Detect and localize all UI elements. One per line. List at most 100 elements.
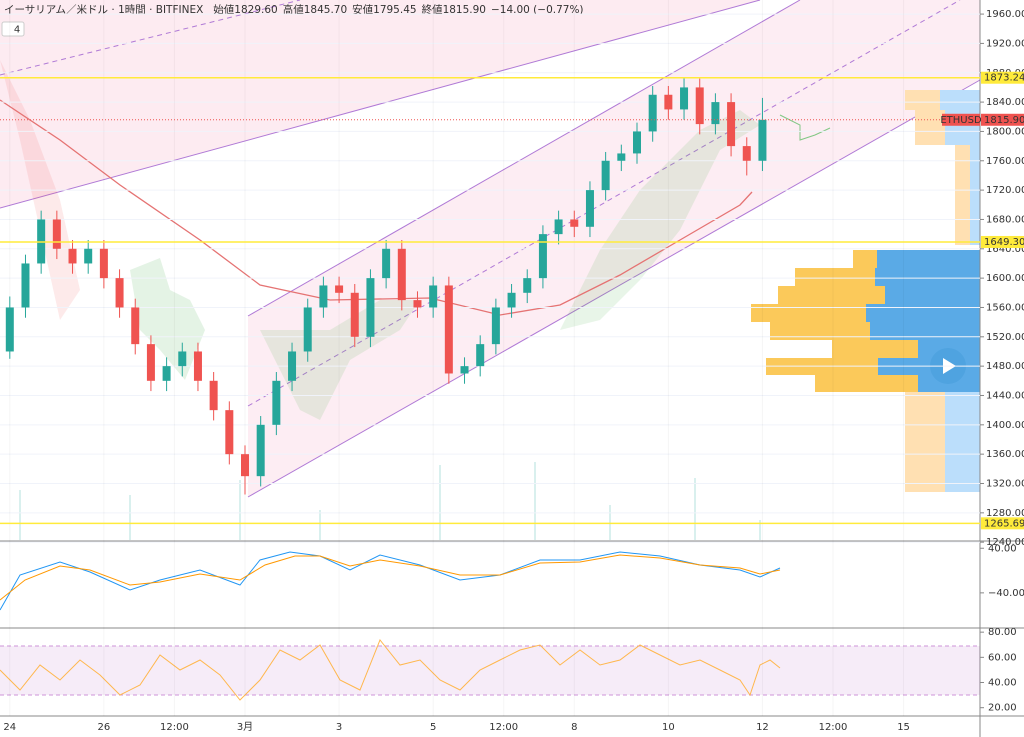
ohlc-name: 高値 [283, 3, 304, 16]
x-tick-label: 26 [98, 722, 111, 733]
ohlc-name: 安値 [352, 3, 373, 16]
y-tick-label: 1520.00 [986, 332, 1024, 343]
y-tick-label: −40.00 [988, 588, 1024, 599]
y-tick-label: 20.00 [988, 703, 1017, 714]
signal-line [0, 554, 781, 601]
cloud [260, 300, 420, 420]
candle-body [444, 285, 453, 374]
candle-body [99, 248, 108, 279]
y-tick-label: 1600.00 [986, 273, 1024, 284]
candle-body [413, 300, 422, 308]
candle-body [241, 454, 249, 477]
y-tick-label: 1920.00 [986, 38, 1024, 49]
symbol-title: イーサリアム／米ドル · 1時間 · BITFINEX [4, 3, 203, 16]
y-tick-label: 80.00 [988, 627, 1017, 638]
candle-body [303, 307, 312, 352]
candle-body [209, 380, 218, 411]
x-tick-label: 15 [897, 722, 910, 733]
ohlc: 始値 1829.60 高値 1845.70 安値 1795.45 終値 1815.90 −14.… [213, 3, 583, 16]
x-tick-label: 5 [430, 722, 436, 733]
candle-body [711, 102, 720, 125]
level-tag [981, 71, 1024, 84]
ohlc-value: 1829.60 [234, 4, 277, 16]
candle-body [585, 190, 594, 227]
candle-body [460, 366, 469, 374]
volume [19, 462, 761, 540]
candle-body [758, 119, 767, 161]
indicator-count: 4 [14, 25, 20, 36]
y-tick-label: 1760.00 [986, 156, 1024, 167]
x-tick-label: 8 [571, 722, 577, 733]
y-tick-label: 1560.00 [986, 302, 1024, 313]
candle-body [162, 366, 171, 381]
y-tick-label: 1840.00 [986, 97, 1024, 108]
x-tick-label: 3 [336, 722, 342, 733]
ohlc-value: 1815.90 [443, 4, 486, 16]
rsi-band [0, 646, 980, 695]
symbol-label: ETHUSD [940, 115, 982, 126]
candle-body [366, 278, 375, 337]
channel-line [0, 0, 761, 209]
y-tick-label: 1320.00 [986, 478, 1024, 489]
candle-body [523, 278, 532, 293]
candle-body [397, 248, 406, 301]
channel-line [247, 0, 801, 317]
candle-body [570, 219, 579, 227]
price-label: 1815.90 [984, 115, 1024, 126]
candle-body [507, 292, 516, 308]
price-tag [981, 113, 1024, 126]
y-tick-label: 1960.00 [986, 9, 1024, 20]
candle-body [727, 102, 736, 147]
candle-body [52, 219, 61, 249]
y-tick-label: 40.00 [988, 678, 1017, 689]
ohlc-value: 1845.70 [304, 4, 347, 16]
volume-profile [751, 90, 980, 492]
candle-body [335, 285, 344, 293]
ohlc-value: 1795.45 [373, 4, 416, 16]
y-tick-label: 1240.00 [986, 537, 1024, 548]
candle-body [429, 285, 438, 308]
channel-mid [247, 0, 961, 407]
candle-body [84, 248, 93, 264]
candle-body [695, 87, 704, 125]
x-tick-label: 10 [662, 722, 675, 733]
level-tag [981, 235, 1024, 248]
cloud [560, 110, 760, 330]
candle-body [21, 263, 30, 308]
candle-body [350, 292, 359, 337]
candle-body [5, 307, 14, 352]
candle-body [131, 307, 140, 345]
indicator-toggle[interactable] [1, 21, 25, 37]
y-tick-label: 1360.00 [986, 449, 1024, 460]
ohlc-name: 始値 [213, 3, 234, 16]
symbol-tag [942, 113, 980, 126]
candle-body [601, 160, 610, 191]
candle-body [193, 351, 202, 381]
candle-body [633, 131, 641, 154]
x-tick-label: 24 [3, 722, 16, 733]
candle-body [319, 285, 328, 308]
candle-body [664, 94, 673, 110]
candle-body [115, 278, 124, 308]
y-tick-label: 1280.00 [986, 508, 1024, 519]
ohlc-name: 終値 [422, 3, 443, 16]
channel-line [247, 79, 981, 498]
candle-body [476, 344, 485, 367]
candle-body [538, 234, 547, 279]
cloud [130, 258, 205, 380]
y-tick-label: 1640.00 [986, 244, 1024, 255]
candle-body [617, 153, 626, 161]
y-tick-label: 1680.00 [986, 214, 1024, 225]
x-tick-label: 12 [756, 722, 769, 733]
y-tick-label: 1400.00 [986, 420, 1024, 431]
cloud-edge [779, 114, 831, 141]
level-label: 1649.30 [984, 237, 1024, 248]
candle-body [288, 351, 297, 381]
candle-body [742, 146, 751, 161]
candle-body [225, 410, 234, 455]
candle-body [272, 380, 281, 425]
price-change: −14.00 (−0.77%) [491, 4, 584, 16]
y-tick-label: 1480.00 [986, 361, 1024, 372]
x-tick-label: 12:00 [160, 722, 189, 733]
